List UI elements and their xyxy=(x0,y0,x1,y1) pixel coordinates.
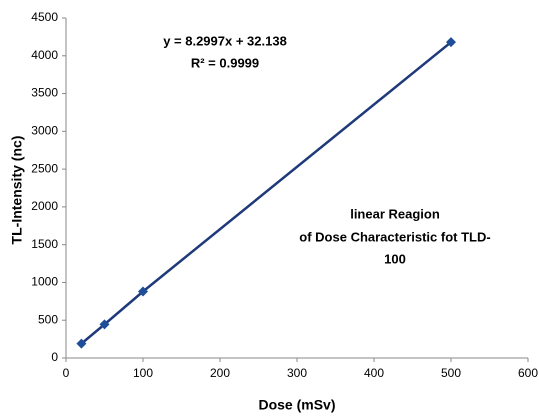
marker xyxy=(446,37,456,48)
x-axis-title: Dose (mSv) xyxy=(258,397,335,413)
y-tick-label: 0 xyxy=(51,350,58,364)
annotation: of Dose Characteristic fot TLD- xyxy=(299,229,490,244)
equation: y = 8.2997x + 32.138 xyxy=(163,33,287,48)
y-tick-label: 3000 xyxy=(31,124,58,138)
trend-line xyxy=(80,41,452,345)
r-squared: R² = 0.9999 xyxy=(191,55,259,70)
x-tick-label: 100 xyxy=(133,366,153,380)
y-tick-label: 1000 xyxy=(31,275,58,289)
marker xyxy=(99,319,110,330)
y-tick-label: 3500 xyxy=(31,86,58,100)
annotation: 100 xyxy=(384,251,406,266)
x-tick-label: 0 xyxy=(63,366,70,380)
annotation: linear Reagion xyxy=(350,206,440,221)
y-tick-label: 4000 xyxy=(31,48,58,62)
x-tick-label: 500 xyxy=(441,366,461,380)
y-tick-label: 1500 xyxy=(31,237,58,251)
marker xyxy=(76,338,87,349)
y-tick-label: 4500 xyxy=(31,10,58,24)
marker xyxy=(138,286,148,297)
x-tick-label: 600 xyxy=(518,366,538,380)
y-tick-label: 2500 xyxy=(31,161,58,175)
y-tick-label: 500 xyxy=(38,312,58,326)
x-tick-label: 200 xyxy=(210,366,230,380)
x-tick-label: 400 xyxy=(364,366,384,380)
y-axis-title: TL-Intensity (nc) xyxy=(9,136,25,245)
y-tick-label: 2000 xyxy=(31,199,58,213)
x-tick-label: 300 xyxy=(287,366,307,380)
